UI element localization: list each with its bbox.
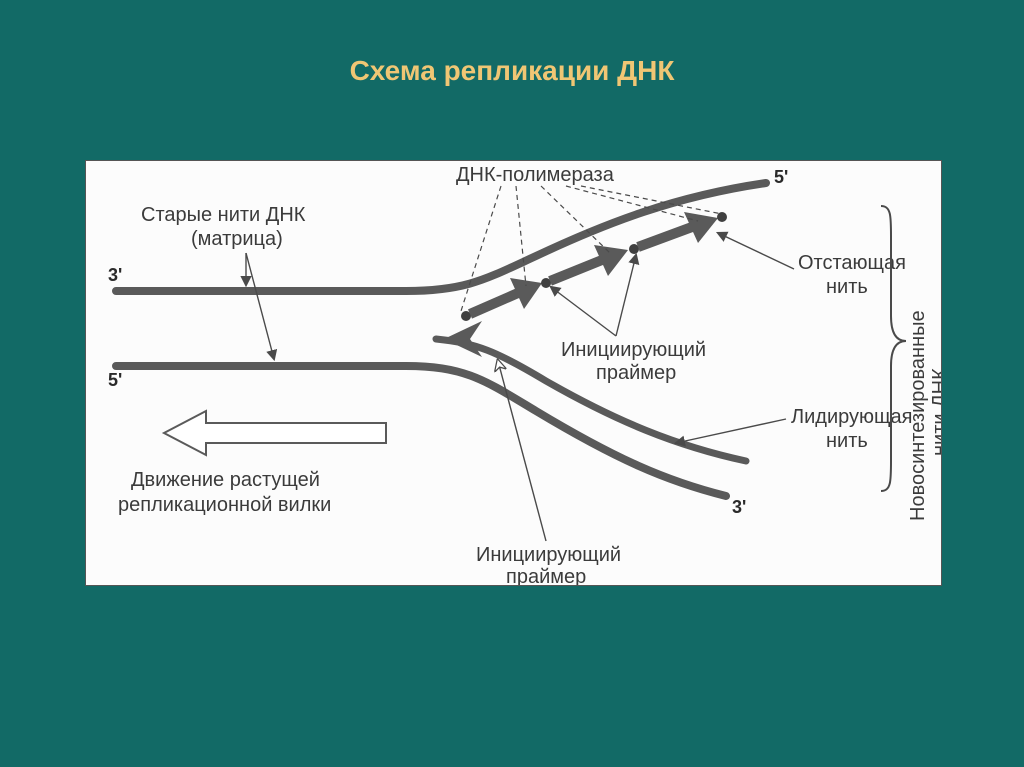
label-primer-upper-l1: Инициирующий	[561, 339, 706, 361]
label-lagging-l2: нить	[826, 276, 868, 298]
polymerase-leaders	[461, 186, 722, 311]
okazaki-fragment-3	[629, 212, 718, 254]
label-leading-l1: Лидирующая	[791, 406, 912, 428]
label-primer-lower-l1: Инициирующий	[476, 544, 621, 566]
primer-dot-4	[717, 212, 727, 222]
label-fork-motion-l1: Движение растущей	[131, 469, 320, 491]
label-primer-lower-l2: праймер	[506, 566, 586, 585]
label-fork-motion-l2: репликационной вилки	[118, 494, 331, 516]
end-label-top-right: 5'	[774, 167, 788, 187]
ptr-lagging	[718, 233, 794, 269]
label-leading-l2: нить	[826, 430, 868, 452]
fork-direction-arrow	[164, 411, 386, 455]
label-polymerase: ДНК-полимераза	[456, 164, 615, 186]
diagram-svg: 3' 5' 5' 3' ДНК-полимераза Старые нити Д…	[86, 161, 941, 585]
end-label-bottom-left: 5'	[108, 370, 122, 390]
slide: Схема репликации ДНК	[0, 0, 1024, 767]
svg-text:Новосинтезированные: Новосинтезированные	[907, 310, 929, 521]
slide-title: Схема репликации ДНК	[0, 55, 1024, 87]
label-old-strands-l2: (матрица)	[191, 228, 283, 250]
dna-replication-diagram: 3' 5' 5' 3' ДНК-полимераза Старые нити Д…	[85, 160, 942, 586]
end-label-top-left: 3'	[108, 265, 122, 285]
ptr-primer-upper-a	[551, 287, 616, 336]
ptr-primer-upper-b	[616, 255, 636, 336]
right-brace	[881, 206, 906, 491]
ptr-primer-lower	[498, 361, 546, 541]
end-label-bottom-right: 3'	[732, 497, 746, 517]
svg-text:нити ДНК: нити ДНК	[929, 368, 941, 456]
label-primer-upper-l2: праймер	[596, 362, 676, 384]
ptr-old-to-bottom	[246, 253, 274, 359]
label-old-strands-l1: Старые нити ДНК	[141, 204, 306, 226]
ptr-leading	[676, 419, 786, 443]
leading-strand-arrowhead	[444, 321, 482, 357]
label-lagging-l1: Отстающая	[798, 252, 906, 274]
label-new-strands: Новосинтезированные нити ДНК	[907, 310, 941, 521]
